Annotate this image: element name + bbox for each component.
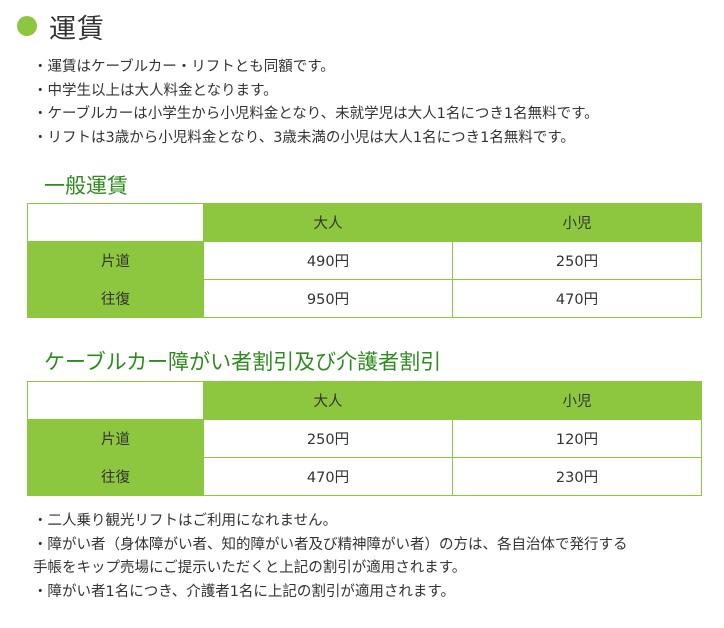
note-line: ・ケーブルカーは小学生から小児料金となり、未就学児は大人1名につき1名無料です。 <box>33 106 599 122</box>
table-row: 往復 470円 230円 <box>27 457 702 496</box>
row-header: 往復 <box>27 457 204 496</box>
column-header-adult: 大人 <box>203 203 453 242</box>
adult-fare-cell: 950円 <box>203 279 453 318</box>
adult-fare-cell: 490円 <box>203 241 453 280</box>
child-fare-cell: 230円 <box>452 457 702 496</box>
table-row: 片道 250円 120円 <box>27 419 702 458</box>
note-line: ・中学生以上は大人料金となります。 <box>33 82 278 99</box>
child-fare-cell: 120円 <box>452 419 702 458</box>
child-fare-cell: 470円 <box>452 279 702 318</box>
adult-fare-cell: 250円 <box>203 419 453 458</box>
row-header: 往復 <box>27 279 204 318</box>
row-header: 片道 <box>27 241 204 280</box>
table-corner-cell <box>27 203 204 242</box>
footer-note-line: ・二人乗り観光リフトはご利用になれません。 <box>33 513 338 529</box>
footer-notes: ・二人乗り観光リフトはご利用になれません。 ・障がい者（身体障がい者、知的障がい… <box>33 510 713 604</box>
table-row: 片道 490円 250円 <box>27 241 702 280</box>
footer-note-line: ・障がい者（身体障がい者、知的障がい者及び精神障がい者）の方は、各自治体で発行す… <box>33 536 628 553</box>
table-header-row: 大人 小児 <box>27 381 702 420</box>
child-fare-cell: 250円 <box>452 241 702 280</box>
note-line: ・運賃はケーブルカー・リフトとも同額です。 <box>33 59 335 75</box>
note-line: ・リフトは3歳から小児料金となり、3歳未満の小児は大人1名につき1名無料です。 <box>33 129 575 146</box>
discount-fare-title: ケーブルカー障がい者割引及び介護者割引 <box>44 350 442 374</box>
table-header-row: 大人 小児 <box>27 203 702 242</box>
bullet-dot-icon <box>17 16 37 36</box>
page-title: 運賃 <box>49 13 105 45</box>
column-header-adult: 大人 <box>203 381 453 420</box>
column-header-child: 小児 <box>452 381 702 420</box>
table-corner-cell <box>27 381 204 420</box>
footer-note-line: 手帳をキップ売場にご提示いただくと上記の割引が適用されます。 <box>33 560 467 576</box>
page-heading: 運賃 <box>17 6 105 46</box>
footer-note-line: ・障がい者1名につき、介護者1名に上記の割引が適用されます。 <box>33 583 455 600</box>
general-fare-table: 大人 小児 片道 490円 250円 往復 950円 470円 <box>27 203 702 318</box>
fare-notes: ・運賃はケーブルカー・リフトとも同額です。 ・中学生以上は大人料金となります。 … <box>33 56 713 150</box>
row-header: 片道 <box>27 419 204 458</box>
column-header-child: 小児 <box>452 203 702 242</box>
table-row: 往復 950円 470円 <box>27 279 702 318</box>
discount-fare-table: 大人 小児 片道 250円 120円 往復 470円 230円 <box>27 381 702 496</box>
adult-fare-cell: 470円 <box>203 457 453 496</box>
general-fare-title: 一般運賃 <box>44 174 128 198</box>
